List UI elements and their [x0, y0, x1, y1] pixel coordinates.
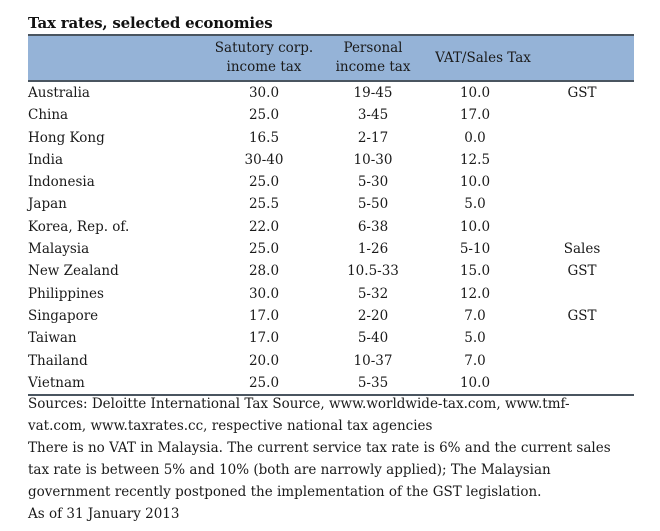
vat-cell: 10.0 — [459, 218, 491, 235]
table-row: China 25.0 3-45 17.0 — [28, 104, 634, 126]
table-row: Hong Kong 16.5 2-17 0.0 — [28, 127, 634, 149]
country-cell: Philippines — [28, 285, 104, 302]
corp-tax-cell: 25.0 — [248, 241, 280, 258]
country-cell: Korea, Rep. of. — [28, 218, 130, 235]
vat-cell: 10.0 — [459, 85, 491, 101]
corp-tax-cell: 30.0 — [248, 285, 280, 302]
vat-cell: 17.0 — [459, 107, 491, 124]
personal-tax-cell: 5-40 — [357, 330, 389, 347]
sources-note: Sources: Deloitte International Tax Sour… — [28, 396, 570, 434]
personal-tax-cell: 5-32 — [357, 285, 389, 302]
header-vat: VAT/Sales Tax — [435, 49, 531, 66]
personal-tax-cell: 3-45 — [357, 107, 389, 124]
vat-cell: 12.0 — [459, 285, 491, 302]
corp-tax-cell: 30.0 — [248, 85, 280, 101]
tax-type-cell: GST — [567, 307, 597, 324]
vat-cell: 10.0 — [459, 374, 491, 391]
header-corp-tax: Satutory corp. income tax — [214, 40, 314, 75]
country-cell: Indonesia — [28, 174, 95, 191]
vat-cell: 5.0 — [464, 330, 486, 347]
tax-rates-table: Satutory corp. income tax Personal incom… — [28, 34, 634, 397]
corp-tax-cell: 17.0 — [248, 330, 280, 347]
personal-tax-cell: 1-26 — [357, 241, 389, 258]
country-cell: Thailand — [28, 352, 88, 369]
personal-tax-cell: 10.5-33 — [347, 263, 399, 280]
table-row: India 30-40 10-30 12.5 — [28, 149, 634, 171]
personal-tax-cell: 6-38 — [357, 218, 389, 235]
vat-cell: 10.0 — [459, 174, 491, 191]
table-row: Thailand 20.0 10-37 7.0 — [28, 350, 634, 372]
tax-type-cell: GST — [567, 85, 597, 101]
corp-tax-cell: 16.5 — [248, 129, 280, 146]
personal-tax-cell: 5-35 — [357, 374, 389, 391]
table-notes: Sources: Deloitte International Tax Sour… — [28, 393, 648, 525]
table-header: Satutory corp. income tax Personal incom… — [28, 34, 634, 82]
country-cell: Japan — [28, 196, 67, 213]
table-row: Taiwan 17.0 5-40 5.0 — [28, 327, 634, 349]
corp-tax-cell: 25.0 — [248, 174, 280, 191]
table-body: Australia 30.0 19-45 10.0 GST China 25.0 3-45 17… — [28, 82, 634, 397]
personal-tax-cell: 2-17 — [357, 129, 389, 146]
table-row: Malaysia 25.0 1-26 5-10 Sales — [28, 238, 634, 260]
as-of-date: As of 31 January 2013 — [28, 506, 180, 522]
vat-cell: 7.0 — [464, 352, 486, 369]
header-personal-tax: Personal income tax — [335, 40, 411, 75]
vat-cell: 0.0 — [464, 129, 486, 146]
table-title: Tax rates, selected economies — [28, 14, 273, 32]
personal-tax-cell: 19-45 — [353, 85, 393, 101]
table-row: Indonesia 25.0 5-30 10.0 — [28, 171, 634, 193]
table-row: New Zealand 28.0 10.5-33 15.0 GST — [28, 260, 634, 282]
table-row: Vietnam 25.0 5-35 10.0 — [28, 372, 634, 397]
country-cell: Hong Kong — [28, 129, 105, 146]
personal-tax-cell: 10-37 — [353, 352, 393, 369]
table-row: Singapore 17.0 2-20 7.0 GST — [28, 305, 634, 327]
table-row: Japan 25.5 5-50 5.0 — [28, 193, 634, 215]
corp-tax-cell: 25.5 — [248, 196, 280, 213]
vat-cell: 12.5 — [459, 151, 491, 168]
table-row: Australia 30.0 19-45 10.0 GST — [28, 82, 634, 104]
tax-type-cell: GST — [567, 263, 597, 280]
corp-tax-cell: 25.0 — [248, 107, 280, 124]
country-cell: Singapore — [28, 307, 99, 324]
vat-cell: 7.0 — [464, 307, 486, 324]
country-cell: India — [28, 151, 64, 168]
personal-tax-cell: 5-50 — [357, 196, 389, 213]
vat-cell: 5-10 — [459, 241, 491, 258]
corp-tax-cell: 25.0 — [248, 374, 280, 391]
vat-cell: 5.0 — [464, 196, 486, 213]
country-cell: New Zealand — [28, 263, 119, 280]
country-cell: China — [28, 107, 69, 124]
table-row: Philippines 30.0 5-32 12.0 — [28, 283, 634, 305]
tax-type-cell: Sales — [563, 241, 601, 258]
corp-tax-cell: 20.0 — [248, 352, 280, 369]
corp-tax-cell: 17.0 — [248, 307, 280, 324]
personal-tax-cell: 2-20 — [357, 307, 389, 324]
table-row: Korea, Rep. of. 22.0 6-38 10.0 — [28, 216, 634, 238]
country-cell: Taiwan — [28, 330, 77, 347]
personal-tax-cell: 10-30 — [353, 151, 393, 168]
corp-tax-cell: 22.0 — [248, 218, 280, 235]
country-cell: Australia — [28, 85, 90, 101]
vat-cell: 15.0 — [459, 263, 491, 280]
country-cell: Malaysia — [28, 241, 90, 258]
malaysia-note: There is no VAT in Malaysia. The current… — [28, 440, 611, 500]
personal-tax-cell: 5-30 — [357, 174, 389, 191]
corp-tax-cell: 28.0 — [248, 263, 280, 280]
country-cell: Vietnam — [28, 374, 85, 391]
corp-tax-cell: 30-40 — [244, 151, 284, 168]
